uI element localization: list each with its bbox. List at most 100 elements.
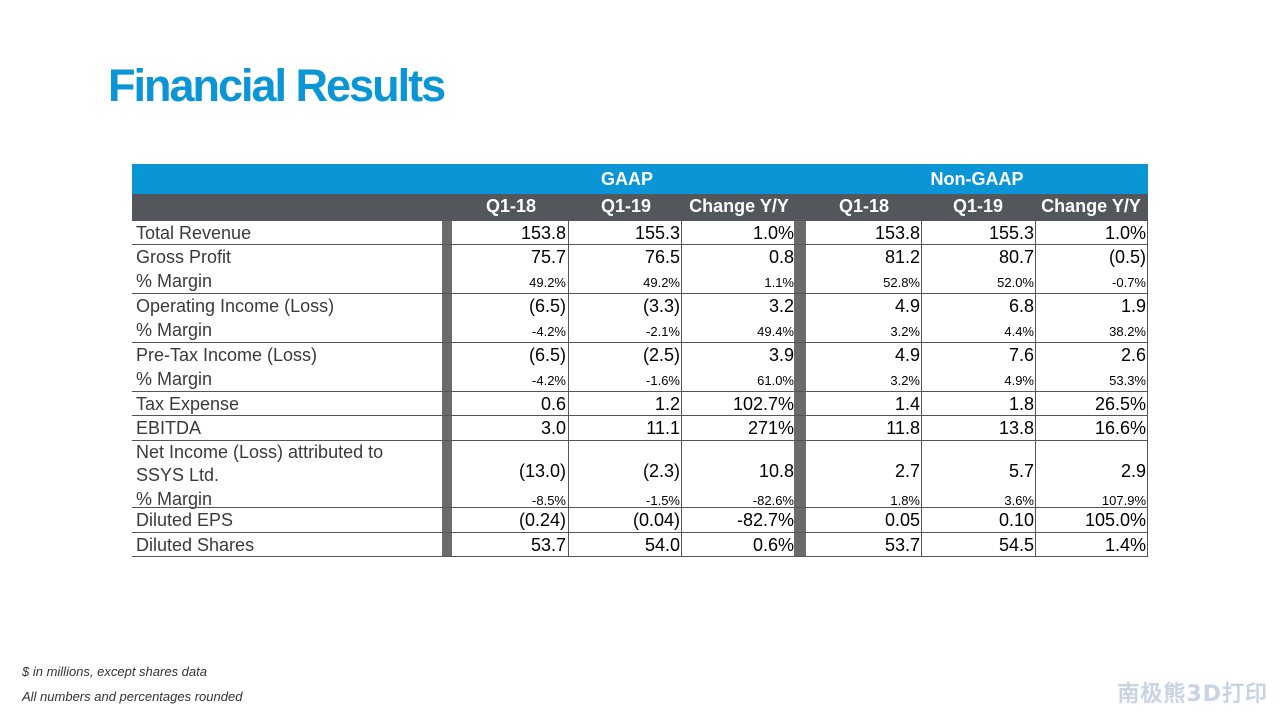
table-cell: -8.5% [532, 493, 566, 508]
table-cell: 26.5% [1094, 394, 1146, 414]
table-cell: 7.6 [1008, 345, 1034, 365]
table-cell: (6.5) [528, 296, 566, 316]
table-cell: 1.9 [1120, 296, 1146, 316]
footnote-units: $ in millions, except shares data [22, 664, 207, 679]
table-cell: 1.2 [654, 394, 680, 414]
table-cell: 53.7 [884, 535, 920, 555]
row-label: Diluted Shares [136, 535, 255, 555]
table-cell: 3.2% [890, 324, 920, 339]
table-row: Tax Expense 0.6 1.2 102.7% 1.4 1.8 26.5% [132, 391, 1148, 416]
table-body: Total Revenue 153.8 155.3 1.0% 153.8 155.3 1.0… [132, 220, 1148, 557]
table-cell: 0.8 [768, 247, 794, 267]
table-bottom-border [132, 556, 1148, 557]
col-header-gaap-q1-19: Q1-19 [600, 196, 652, 216]
table-cell: 10.8 [758, 461, 794, 481]
table-cell: 155.3 [634, 223, 680, 243]
row-label-continued: SSYS Ltd. [136, 465, 220, 485]
table-cell: 49.2% [529, 275, 566, 290]
row-label: Diluted EPS [136, 510, 234, 530]
table-cell: 53.7 [530, 535, 566, 555]
table-cell: 49.4% [757, 324, 794, 339]
page-title: Financial Results [108, 60, 446, 111]
table-row: % Margin -4.2% -2.1% 49.4% 3.2% 4.4% 38.2% [132, 317, 1148, 342]
table-cell: (0.5) [1108, 247, 1146, 267]
table-cell: 4.9% [1004, 373, 1034, 388]
table-cell: 0.6% [752, 535, 794, 555]
cell-divider [1035, 220, 1036, 556]
row-label: EBITDA [136, 418, 202, 438]
table-cell: 271% [747, 418, 794, 438]
table-row: Pre-Tax Income (Loss) (6.5) (2.5) 3.9 4.9 7.6… [132, 342, 1148, 367]
table-cell: 1.8 [1008, 394, 1034, 414]
table-cell: 1.4 [894, 394, 920, 414]
group-header-gaap: GAAP [600, 169, 653, 189]
cell-divider [681, 220, 682, 556]
table-cell: 80.7 [998, 247, 1034, 267]
table-cell: 3.0 [540, 418, 566, 438]
table-cell: 3.2% [890, 373, 920, 388]
table-cell: 53.3% [1109, 373, 1146, 388]
table-row: % Margin 49.2% 49.2% 1.1% 52.8% 52.0% -0.7% [132, 268, 1148, 293]
table-cell: 3.9 [768, 345, 794, 365]
table-cell: 61.0% [757, 373, 794, 388]
table-cell: 3.6% [1004, 493, 1034, 508]
table-cell: -2.1% [646, 324, 680, 339]
table-row: SSYS Ltd. Net Income (Loss) attributed to… [132, 440, 1148, 487]
col-header-nongaap-q1-18: Q1-18 [838, 196, 890, 216]
table-row: Total Revenue 153.8 155.3 1.0% 153.8 155.3 1.0… [132, 220, 1148, 245]
table-cell: 4.9 [894, 345, 920, 365]
table-cell: (2.5) [642, 345, 680, 365]
table-cell: -4.2% [532, 324, 566, 339]
table-cell: 4.9 [894, 296, 920, 316]
cell-divider [1147, 220, 1148, 556]
row-label: % Margin [136, 320, 213, 340]
table-cell: (0.24) [518, 510, 566, 530]
table-row: Diluted Shares 53.7 54.0 0.6% 53.7 54.5 1.4% [132, 532, 1148, 557]
table-cell: (13.0) [518, 461, 566, 481]
table-cell: 75.7 [530, 247, 566, 267]
table-cell: 0.10 [998, 510, 1034, 530]
table-cell: 81.2 [884, 247, 920, 267]
table-row: % Margin -8.5% -1.5% -82.6% 1.8% 3.6% 107.9% [132, 486, 1148, 509]
table-cell: 52.0% [997, 275, 1034, 290]
table-cell: 16.6% [1094, 418, 1146, 438]
table-cell: (0.04) [632, 510, 680, 530]
table-cell: 52.8% [883, 275, 920, 290]
table-row: Operating Income (Loss) (6.5) (3.3) 3.2 4.9 6… [132, 293, 1148, 318]
row-label: Total Revenue [136, 223, 252, 243]
table-row: Gross Profit 75.7 76.5 0.8 81.2 80.7 (0.5) [132, 244, 1148, 269]
table-cell: 107.9% [1101, 493, 1146, 508]
table-cell: 76.5 [644, 247, 680, 267]
table-cell: 1.1% [764, 275, 794, 290]
column-separator [794, 220, 806, 556]
table-row: Diluted EPS (0.24) (0.04) -82.7% 0.05 0.10 105… [132, 507, 1148, 533]
row-label: Pre-Tax Income (Loss) [136, 345, 318, 365]
table-cell: 153.8 [874, 223, 920, 243]
table-cell: -1.5% [646, 493, 680, 508]
table-cell: 4.4% [1004, 324, 1034, 339]
table-cell: 1.0% [1104, 223, 1146, 243]
table-cell: -82.6% [752, 493, 794, 508]
column-separator [442, 220, 452, 556]
col-header-gaap-q1-18: Q1-18 [485, 196, 537, 216]
table-cell: -1.6% [646, 373, 680, 388]
table-cell: 3.2 [768, 296, 794, 316]
table-cell: 2.9 [1120, 461, 1146, 481]
table-cell: 54.0 [644, 535, 680, 555]
table-row: EBITDA 3.0 11.1 271% 11.8 13.8 16.6% [132, 415, 1148, 441]
table-cell: 49.2% [643, 275, 680, 290]
table-cell: 102.7% [732, 394, 794, 414]
row-label: % Margin [136, 489, 213, 509]
table-cell: 155.3 [988, 223, 1034, 243]
table-cell: 1.0% [752, 223, 794, 243]
table-cell: 105.0% [1084, 510, 1146, 530]
table-cell: 153.8 [520, 223, 566, 243]
table-cell: -4.2% [532, 373, 566, 388]
group-header-non-gaap: Non-GAAP [930, 169, 1024, 189]
table-cell: 2.6 [1120, 345, 1146, 365]
table-cell: 13.8 [998, 418, 1034, 438]
row-label: Operating Income (Loss) [136, 296, 335, 316]
watermark-logo: 南极熊3D打印 [1117, 682, 1268, 707]
row-label: Gross Profit [136, 247, 232, 267]
table-cell: 2.7 [894, 461, 920, 481]
